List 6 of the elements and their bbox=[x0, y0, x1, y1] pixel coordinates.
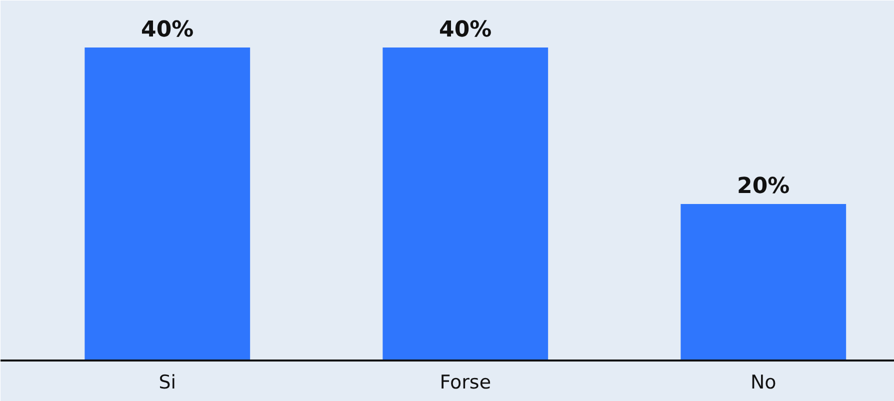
x-tick-label: Si bbox=[158, 372, 176, 394]
x-tick-label: No bbox=[750, 372, 776, 394]
data-label: 20% bbox=[737, 174, 790, 199]
data-label: 40% bbox=[439, 17, 492, 42]
data-label: 40% bbox=[141, 17, 194, 42]
x-tick-label: Forse bbox=[440, 372, 492, 394]
